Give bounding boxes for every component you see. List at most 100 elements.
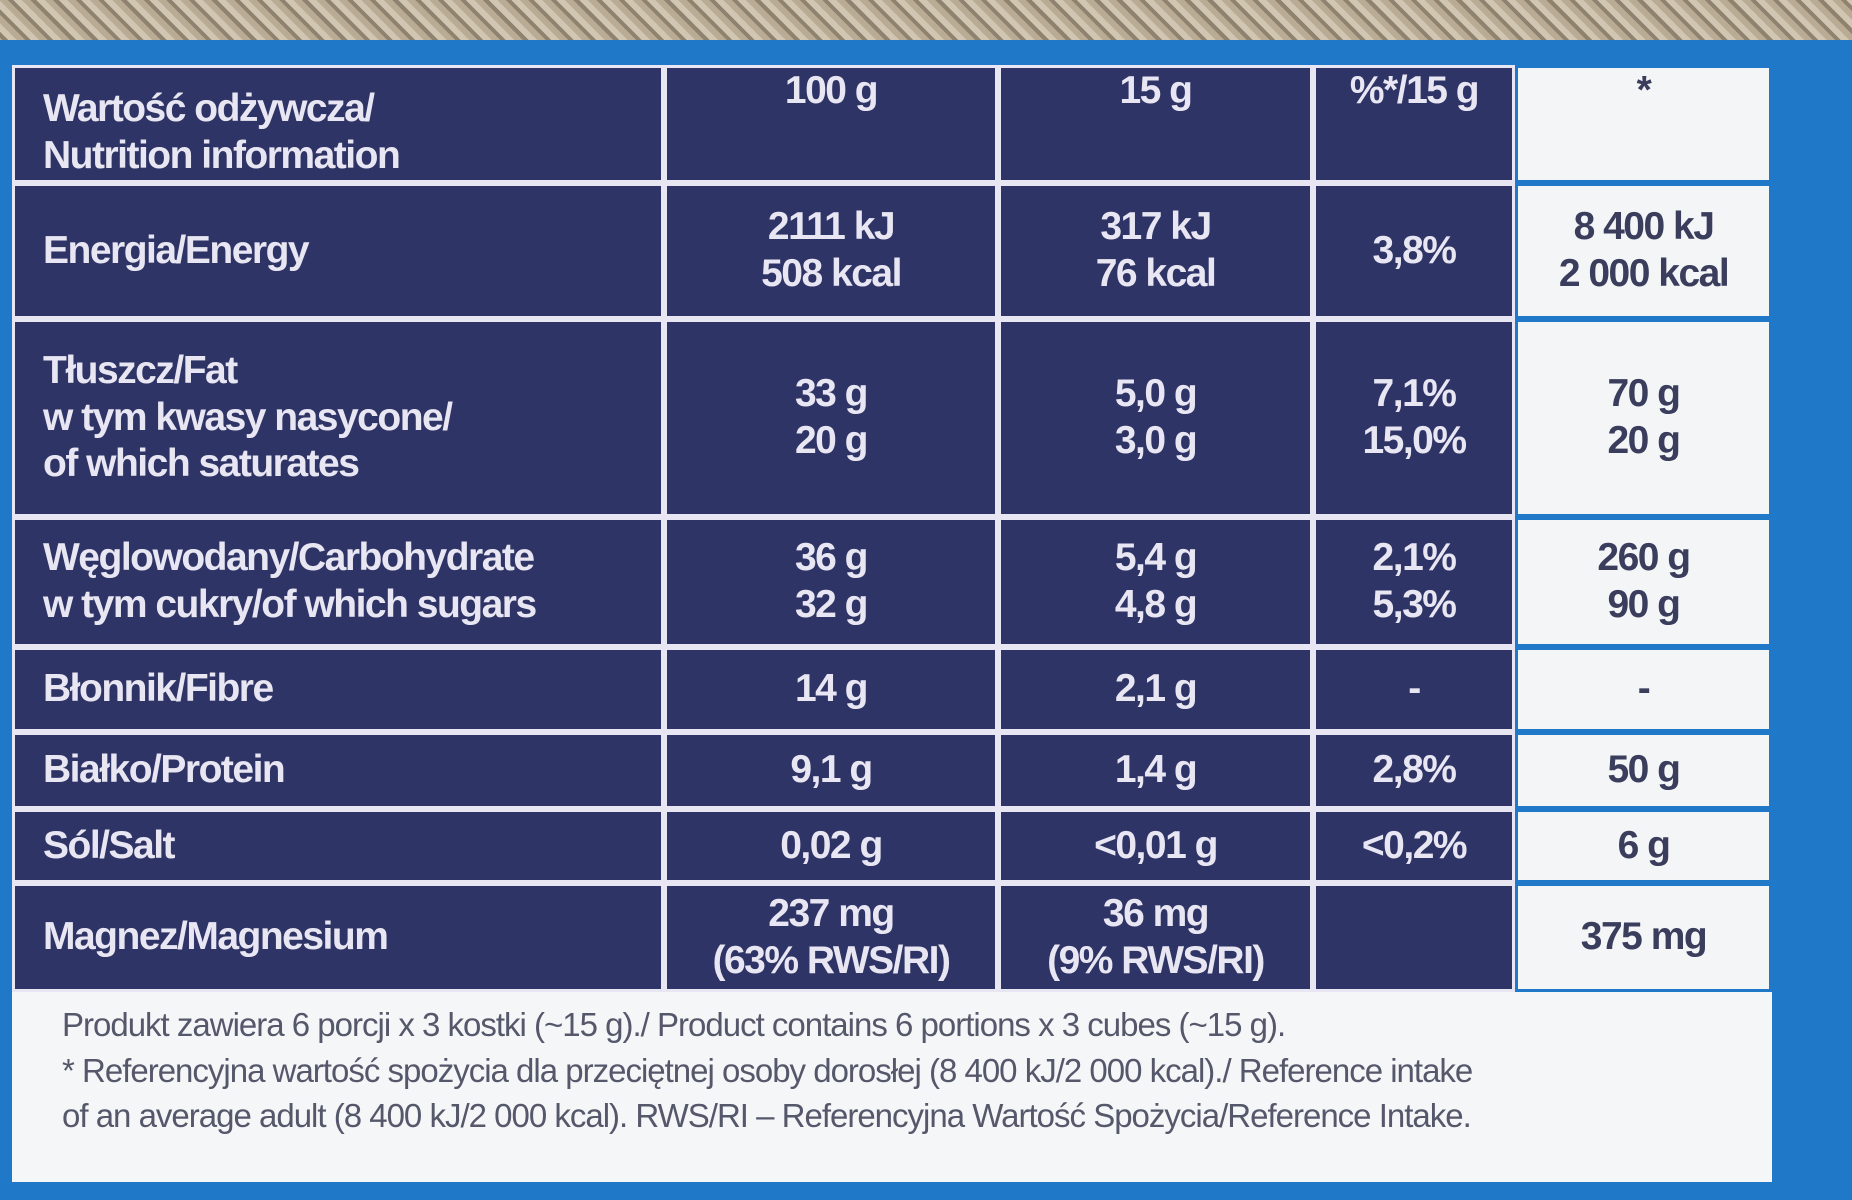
table-cell: 8 400 kJ 2 000 kcal <box>1515 183 1772 319</box>
nutrition-table: Wartość odżywcza/Nutrition information 10… <box>12 65 1772 992</box>
cell-text: 2,1% <box>1372 536 1457 580</box>
footnote-line: Produkt zawiera 6 porcji x 3 kostki (~15… <box>62 1006 1286 1043</box>
table-cell: 7,1% 15,0% <box>1313 319 1515 517</box>
table-cell: Węglowodany/Carbohydrate w tym cukry/of w… <box>12 517 664 647</box>
cell-text: Węglowodany/Carbohydrate <box>43 536 535 580</box>
cell-text: 2 000 kcal <box>1558 252 1730 295</box>
cell-text: 317 kJ <box>1100 205 1212 249</box>
cell-text: 508 kcal <box>761 252 902 295</box>
cell-text: 15,0% <box>1362 419 1467 462</box>
cell-text: 5,0 g <box>1114 372 1198 416</box>
table-cell: Energia/Energy <box>12 183 664 319</box>
cell-text: w tym cukry/of which sugars <box>43 583 537 626</box>
table-cell: 237 mg (63% RWS/RI) <box>664 883 998 992</box>
table-cell: 5,0 g 3,0 g <box>998 319 1313 517</box>
cell-text: 2,1 g <box>1114 667 1198 711</box>
cell-text: 20 g <box>794 419 869 462</box>
cell-text: - <box>1637 667 1651 711</box>
cell-text: Wartość odżywcza/ <box>43 87 375 131</box>
table-cell: <0,2% <box>1313 809 1515 883</box>
cell-text: 50 g <box>1607 748 1681 792</box>
cell-text: 3,0 g <box>1114 419 1198 462</box>
cell-text: 32 g <box>794 583 869 626</box>
table-cell: 2,8% <box>1313 732 1515 809</box>
table-cell: 2111 kJ 508 kcal <box>664 183 998 319</box>
table-cell: Sól/Salt <box>12 809 664 883</box>
cell-text: Magnez/Magnesium <box>43 915 389 959</box>
cell-text: 2111 kJ <box>767 205 896 249</box>
cell-text: 0,02 g <box>780 823 883 867</box>
cell-text: 5,3% <box>1372 583 1457 626</box>
cell-text: (63% RWS/RI) <box>712 938 952 982</box>
footnote: Produkt zawiera 6 porcji x 3 kostki (~15… <box>12 992 1772 1182</box>
table-cell: 1,4 g <box>998 732 1313 809</box>
table-cell: 9,1 g <box>664 732 998 809</box>
header-cell: Wartość odżywcza/Nutrition information <box>12 65 664 183</box>
cell-text: Tłuszcz/Fat <box>43 348 238 392</box>
header-cell: 100 g <box>664 65 998 183</box>
cell-text: 5,4 g <box>1114 536 1198 580</box>
cell-text: 20 g <box>1607 419 1681 462</box>
table-cell: 317 kJ 76 kcal <box>998 183 1313 319</box>
table-cell: 375 mg <box>1515 883 1772 992</box>
table-cell: 0,02 g <box>664 809 998 883</box>
header-cell: %*/15 g <box>1313 65 1515 183</box>
cell-text: <0,2% <box>1361 823 1468 867</box>
table-cell: 2,1% 5,3% <box>1313 517 1515 647</box>
cell-text: Sól/Salt <box>43 823 176 867</box>
cell-text: (9% RWS/RI) <box>1047 938 1265 982</box>
table-cell: - <box>1515 647 1772 732</box>
table-cell: 14 g <box>664 647 998 732</box>
cell-text: 15 g <box>1119 69 1193 112</box>
table-cell: 70 g 20 g <box>1515 319 1772 517</box>
table-cell: 50 g <box>1515 732 1772 809</box>
cell-text: * <box>1636 69 1652 112</box>
cell-text: 14 g <box>794 667 869 711</box>
cell-text: 237 mg <box>768 891 895 935</box>
cell-text: 33 g <box>794 372 869 416</box>
table-cell: 3,8% <box>1313 183 1515 319</box>
cell-text: 3,8% <box>1372 228 1457 272</box>
cell-text: 100 g <box>784 69 879 112</box>
cell-text: - <box>1408 667 1421 711</box>
table-cell: 2,1 g <box>998 647 1313 732</box>
header-cell: * <box>1515 65 1772 183</box>
cell-text: 70 g <box>1607 372 1681 416</box>
table-cell: 36 mg (9% RWS/RI) <box>998 883 1313 992</box>
table-cell: 5,4 g 4,8 g <box>998 517 1313 647</box>
table-cell: Magnez/Magnesium <box>12 883 664 992</box>
cell-text: 36 mg <box>1102 891 1210 935</box>
table-cell <box>1313 883 1515 992</box>
cell-text: Energia/Energy <box>43 228 310 272</box>
cell-text: 375 mg <box>1580 915 1708 959</box>
table-cell: Błonnik/Fibre <box>12 647 664 732</box>
cell-text: 6 g <box>1617 823 1671 867</box>
cell-text: w tym kwasy nasycone/ <box>43 395 453 439</box>
cell-text: 36 g <box>794 536 869 580</box>
cell-text: 260 g <box>1597 536 1691 580</box>
cell-text: 9,1 g <box>790 748 873 792</box>
cell-text: <0,01 g <box>1094 823 1218 867</box>
table-cell: - <box>1313 647 1515 732</box>
cell-text: 90 g <box>1607 583 1681 626</box>
table-cell: 36 g 32 g <box>664 517 998 647</box>
cell-text: %*/15 g <box>1349 69 1480 112</box>
table-cell: Tłuszcz/Fat w tym kwasy nasycone/of which… <box>12 319 664 517</box>
cell-text: 8 400 kJ <box>1573 205 1715 249</box>
cell-text: Błonnik/Fibre <box>43 667 274 711</box>
footnote-line: of an average adult (8 400 kJ/2 000 kcal… <box>62 1097 1472 1135</box>
table-cell: 33 g 20 g <box>664 319 998 517</box>
cell-text: of which saturates <box>43 442 360 486</box>
footnote-line: * Referencyjna wartość spożycia dla prze… <box>62 1051 1473 1089</box>
cell-text: Białko/Protein <box>43 748 286 792</box>
table-cell: Białko/Protein <box>12 732 664 809</box>
table-cell: 6 g <box>1515 809 1772 883</box>
cell-text: 1,4 g <box>1114 748 1198 792</box>
cell-text: Nutrition information <box>43 134 401 178</box>
header-cell: 15 g <box>998 65 1313 183</box>
cell-text: 76 kcal <box>1095 252 1217 295</box>
cell-text: 7,1% <box>1372 372 1457 416</box>
cell-text: 2,8% <box>1372 748 1457 792</box>
table-cell: <0,01 g <box>998 809 1313 883</box>
